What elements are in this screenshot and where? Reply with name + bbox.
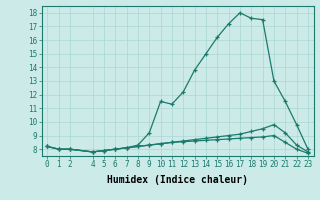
X-axis label: Humidex (Indice chaleur): Humidex (Indice chaleur) (107, 175, 248, 185)
